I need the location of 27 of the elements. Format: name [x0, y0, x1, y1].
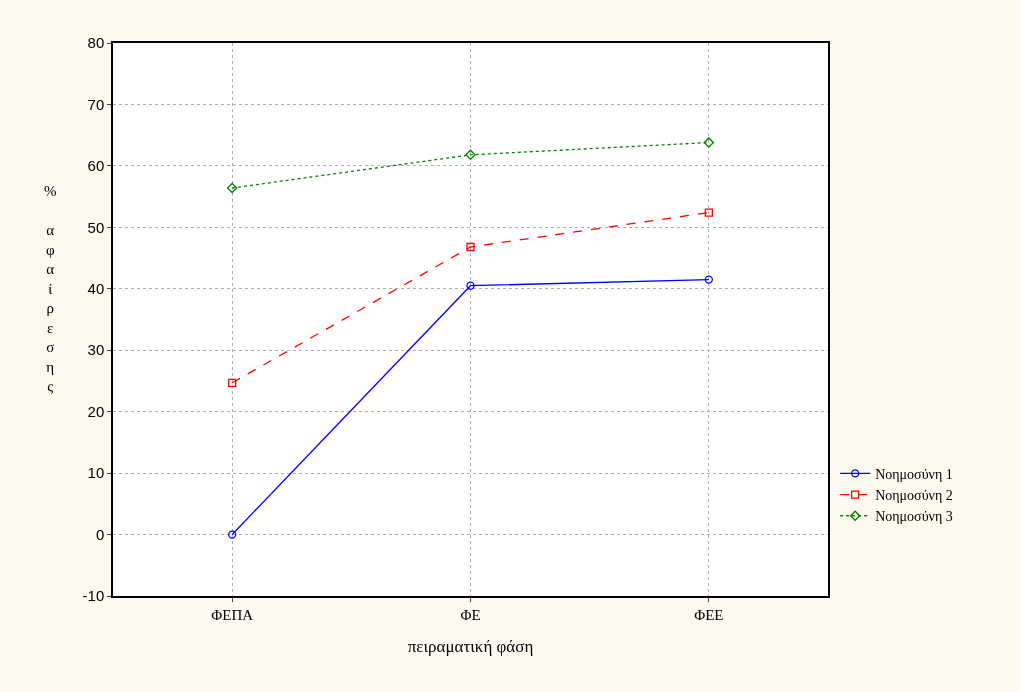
point: [228, 530, 237, 539]
x-tick-label: ΦΕΠΑ: [211, 606, 254, 623]
y-tick-label: 30: [87, 341, 105, 359]
x-axis-title: πειραματική φάση: [407, 636, 534, 656]
point: [466, 281, 475, 290]
y-tick-label: 0: [95, 525, 105, 543]
y-tick-label: 10: [87, 464, 105, 482]
point: [704, 208, 713, 217]
y-tick-label: 70: [87, 95, 105, 113]
legend-label: Νοημοσύνη 1: [875, 466, 953, 482]
point: [466, 242, 475, 252]
y-tick-label: 40: [87, 280, 105, 298]
legend-label: Νοημοσύνη 2: [875, 488, 953, 504]
y-tick-label: 60: [87, 157, 105, 175]
x-tick-label: ΦΕ: [460, 606, 481, 623]
y-tick-label: -10: [82, 587, 105, 605]
point: [228, 378, 237, 387]
x-tick-label: ΦΕΕ: [694, 606, 724, 623]
point: [703, 137, 715, 148]
y-tick-label: 20: [87, 402, 105, 420]
y-tick-label: 50: [87, 218, 105, 236]
legend-label: Νοημοσύνη 3: [875, 509, 953, 525]
point: [226, 182, 238, 194]
point: [465, 149, 476, 161]
y-tick-label: 80: [87, 34, 105, 52]
text: % αφαίρεσης: [44, 183, 57, 394]
point: [704, 275, 713, 284]
